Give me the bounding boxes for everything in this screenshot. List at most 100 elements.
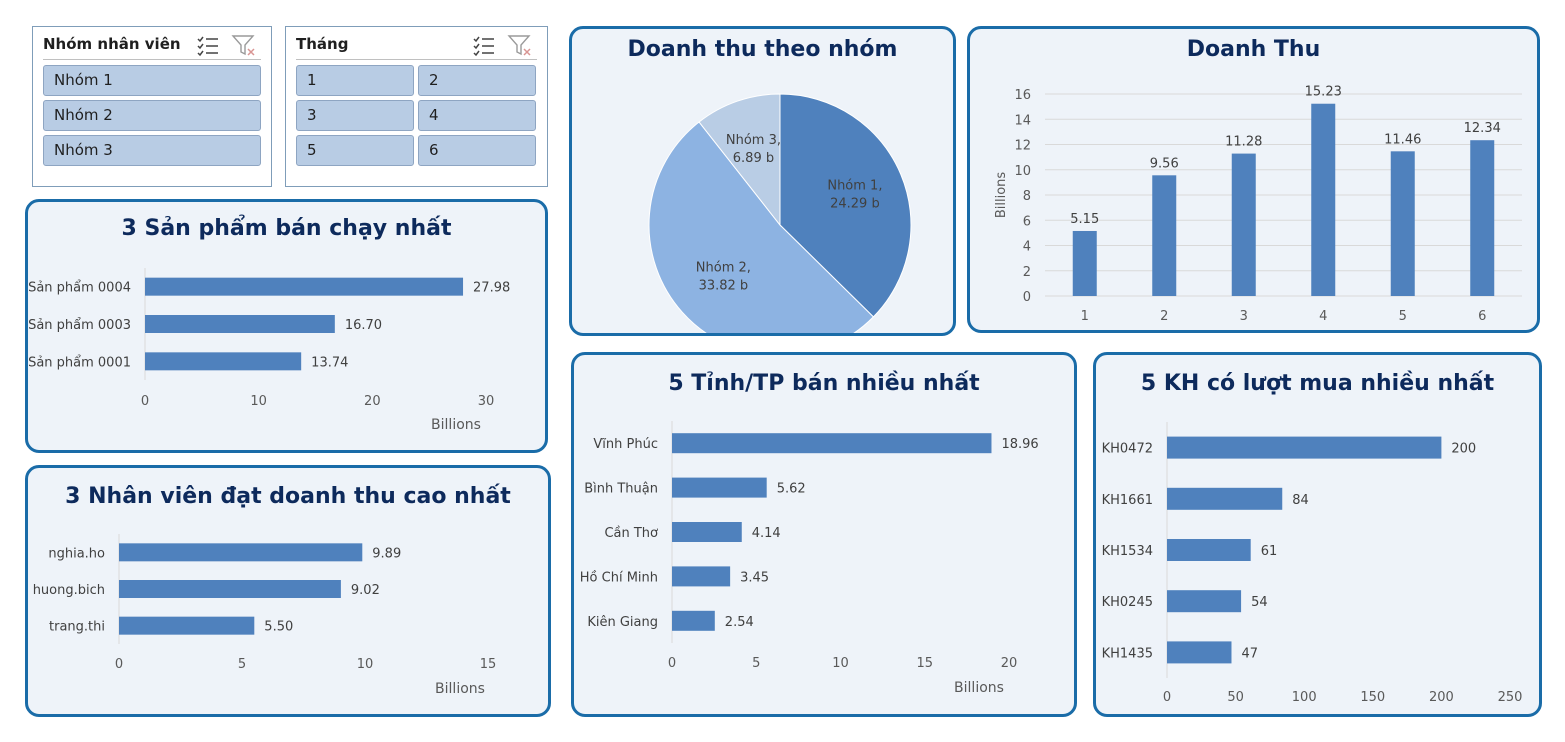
data-label: 84 [1292, 493, 1309, 508]
x-tick-label: 1 [1081, 309, 1089, 324]
data-label: 9.89 [372, 546, 401, 561]
category-label: nghia.ho [48, 546, 105, 561]
y-tick-label: 10 [1014, 164, 1031, 179]
data-label: 12.34 [1464, 121, 1501, 136]
category-label: huong.bich [33, 583, 105, 598]
chart-title: 5 Tỉnh/TP bán nhiều nhất [668, 371, 980, 396]
y-tick-label: 0 [1023, 290, 1031, 305]
bar [1152, 175, 1177, 296]
slicer-item-nhom-2[interactable]: Nhóm 2 [43, 100, 261, 131]
pie-chart: Nhóm 1, 24.29 b Nhóm 2, 33.82 b Nhóm 3, 6.89 … [648, 93, 912, 333]
category-label: trang.thi [49, 620, 105, 635]
bar [145, 352, 302, 371]
pie-slice [698, 93, 781, 227]
clear-filter-icon[interactable] [507, 33, 533, 59]
chart-title: Doanh Thu [1186, 37, 1321, 62]
x-tick-label: 10 [250, 394, 267, 409]
slicer-header: Nhóm nhân viên [43, 33, 261, 60]
y-tick-label: 6 [1023, 214, 1031, 229]
top-customers-panel: 5 KH có lượt mua nhiều nhất KH0472 200 KH1… [1093, 352, 1542, 717]
multi-select-icon[interactable] [195, 33, 221, 59]
slicer-item-nhom-3[interactable]: Nhóm 3 [43, 135, 261, 166]
slicer-item-month-4[interactable]: 4 [418, 100, 536, 131]
data-label: 54 [1251, 595, 1268, 610]
y-tick-label: 12 [1014, 139, 1031, 154]
x-tick-label: 10 [357, 657, 374, 672]
bar [1072, 230, 1097, 296]
bar [672, 477, 767, 498]
data-label: 47 [1241, 646, 1258, 661]
clear-filter-icon[interactable] [231, 33, 257, 59]
top-staff-chart: nghia.ho 9.89 huong.bich 9.02 trang.thi 5.50 0… [33, 534, 496, 697]
x-tick-label: 5 [752, 656, 760, 671]
category-label: KH0245 [1102, 595, 1153, 610]
x-tick-label: 0 [1163, 690, 1171, 705]
slicer-item-month-3[interactable]: 3 [296, 100, 414, 131]
x-tick-label: 0 [115, 657, 123, 672]
data-label: 15.23 [1305, 85, 1342, 100]
bar [1167, 590, 1242, 613]
data-label: 5.15 [1070, 212, 1099, 227]
slicer-item-month-5[interactable]: 5 [296, 135, 414, 166]
x-tick-label: 0 [141, 394, 149, 409]
x-tick-label: 30 [478, 394, 495, 409]
y-tick-label: 8 [1023, 189, 1031, 204]
category-label: Sản phẩm 0004 [28, 281, 131, 296]
x-axis-label: Billions [431, 417, 481, 433]
bar [1167, 641, 1232, 664]
slicer-header: Tháng [296, 33, 537, 60]
bar [672, 610, 715, 631]
slice-value-label: 24.29 b [830, 197, 880, 212]
chart-title: Doanh thu theo nhóm [627, 37, 898, 62]
slicer-item-month-2[interactable]: 2 [418, 65, 536, 96]
top-products-chart: Sản phẩm 0004 27.98 Sản phẩm 0003 16.70 Sản … [28, 268, 510, 433]
x-tick-label: 250 [1498, 690, 1523, 705]
bar [119, 543, 363, 562]
pie-chart-panel: Doanh thu theo nhóm Nhóm 1, 24.29 b Nhóm 2… [569, 26, 956, 336]
x-tick-label: 4 [1319, 309, 1327, 324]
category-label: Hồ Chí Minh [580, 570, 658, 585]
y-tick-label: 4 [1023, 240, 1031, 255]
revenue-month-chart: 0 2 4 6 8 10 12 14 16 Billions 5.15 1 9.56 2 11.28 3 15.… [994, 85, 1522, 324]
multi-select-icon[interactable] [471, 33, 497, 59]
slicer-item-nhom-1[interactable]: Nhóm 1 [43, 65, 261, 96]
data-label: 2.54 [725, 615, 754, 630]
x-tick-label: 200 [1429, 690, 1454, 705]
data-label: 13.74 [311, 355, 348, 370]
x-tick-label: 5 [1399, 309, 1407, 324]
x-axis-label: Billions [954, 680, 1004, 696]
x-tick-label: 100 [1292, 690, 1317, 705]
slicer-item-month-6[interactable]: 6 [418, 135, 536, 166]
chart-title: 5 KH có lượt mua nhiều nhất [1140, 371, 1495, 396]
slicer-employee-group: Nhóm nhân viên Nhóm 1 Nhóm 2 Nhóm 3 [32, 26, 272, 187]
data-label: 200 [1451, 442, 1476, 457]
data-label: 9.56 [1150, 156, 1179, 171]
x-tick-label: 6 [1478, 309, 1486, 324]
category-label: Bình Thuận [584, 482, 658, 497]
top-provinces-panel: 5 Tỉnh/TP bán nhiều nhất Vĩnh Phúc 18.96 B… [571, 352, 1077, 717]
data-label: 18.96 [1001, 437, 1038, 452]
x-tick-label: 2 [1160, 309, 1168, 324]
slice-value-label: 33.82 b [699, 279, 749, 294]
data-label: 11.28 [1225, 135, 1262, 150]
bar [119, 580, 341, 598]
data-label: 16.70 [345, 318, 382, 333]
x-tick-label: 10 [832, 656, 849, 671]
y-tick-label: 16 [1014, 88, 1031, 103]
data-label: 11.46 [1384, 132, 1421, 147]
x-tick-label: 5 [238, 657, 246, 672]
data-label: 3.45 [740, 570, 769, 585]
pie-slice [648, 121, 875, 333]
category-label: Vĩnh Phúc [593, 437, 658, 452]
data-label: 61 [1261, 544, 1278, 559]
bar [119, 616, 255, 635]
data-label: 9.02 [351, 583, 380, 598]
slice-label: Nhóm 2, [696, 261, 751, 276]
x-tick-label: 150 [1360, 690, 1385, 705]
x-tick-label: 50 [1227, 690, 1244, 705]
bar [145, 315, 335, 333]
slicer-item-month-1[interactable]: 1 [296, 65, 414, 96]
bar [1311, 103, 1336, 296]
slice-label: Nhóm 3, [726, 133, 781, 148]
chart-title: 3 Sản phẩm bán chạy nhất [121, 216, 452, 241]
